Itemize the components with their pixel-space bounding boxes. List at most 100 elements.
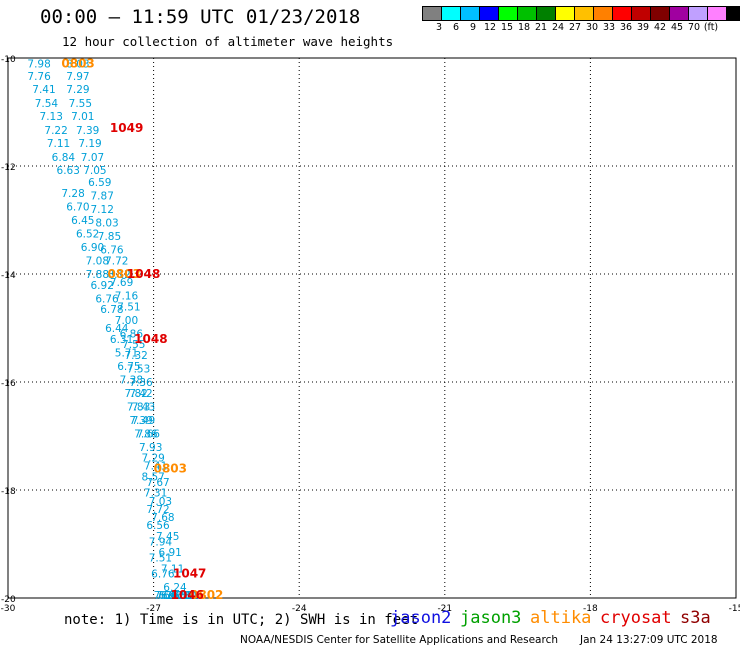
cryosat-swh-label: 1048 <box>127 267 160 281</box>
x-tick-label: -27 <box>146 604 161 614</box>
jason3-swh-label: 7.88 <box>86 269 109 281</box>
jason3-swh-label: 6.58 <box>163 590 186 602</box>
jason3-swh-label: 7.11 <box>47 138 70 150</box>
colorbar-label: 70 <box>687 22 701 33</box>
footer-timestamp: Jan 24 13:27:09 UTC 2018 <box>580 634 718 646</box>
cryosat-swh-label: 1047 <box>173 567 206 581</box>
jason3-swh-label: 7.39 <box>76 125 99 137</box>
jason3-swh-label: 6.45 <box>71 215 94 227</box>
jason3-swh-label: 7.00 <box>115 315 138 327</box>
jason3-swh-label: 6.56 <box>146 520 170 532</box>
jason3-swh-label: 6.96 <box>158 590 182 602</box>
colorbar-label: 21 <box>534 22 548 33</box>
colorbar <box>422 6 740 21</box>
jason3-swh-label: 8.03 <box>66 58 89 70</box>
jason3-swh-label: 7.87 <box>91 191 114 203</box>
jason3-swh-label: 6.91 <box>158 547 181 559</box>
altika-swh-label: 0803 <box>61 56 94 70</box>
jason3-swh-label: 6.76 <box>151 569 175 581</box>
jason3-swh-label: 7.01 <box>71 111 94 123</box>
jason3-swh-label: 6.52 <box>76 229 99 241</box>
jason3-swh-label: 7.39 <box>129 415 152 427</box>
jason3-swh-label: 5.71 <box>115 347 138 359</box>
jason3-swh-label: 7.51 <box>149 553 172 565</box>
legend-jason2: jason2 <box>390 608 452 628</box>
jason3-swh-label: 7.42 <box>129 388 152 400</box>
jason3-swh-label: 7.29 <box>141 453 164 465</box>
jason3-swh-label: 6.75 <box>117 361 140 373</box>
jason3-swh-label: 6.63 <box>57 165 80 177</box>
jason3-swh-label: 7.85 <box>98 231 121 243</box>
colorbar-label: 3 <box>435 22 443 33</box>
colorbar-label: 39 <box>636 22 650 33</box>
jason3-swh-label: 7.94 <box>149 536 173 548</box>
jason3-swh-label: 7.29 <box>66 84 89 96</box>
jason3-swh-label: 7.72 <box>105 256 128 268</box>
colorbar-label: 18 <box>517 22 531 33</box>
jason3-swh-label: 7.19 <box>78 138 101 150</box>
jason3-swh-label: 7.98 <box>27 58 50 70</box>
cryosat-swh-label: 1049 <box>110 121 143 135</box>
altika-swh-label: 0803 <box>107 267 140 281</box>
colorbar-label: 24 <box>551 22 565 33</box>
x-tick-label: -24 <box>292 604 307 614</box>
x-tick-label: -30 <box>1 604 16 614</box>
y-tick-label: -16 <box>1 379 16 389</box>
jason3-swh-label: 7.54 <box>35 98 59 110</box>
jason3-swh-label: 6.76 <box>100 245 124 257</box>
jason3-swh-label: 7.03 <box>149 496 172 508</box>
jason3-swh-label: 6.31 <box>110 334 133 346</box>
colorbar-label: 30 <box>585 22 599 33</box>
jason3-swh-label: 6.78 <box>100 304 123 316</box>
jason3-swh-label: 6.11 <box>175 590 198 602</box>
cryosat-swh-label: 1046 <box>171 588 204 602</box>
y-tick-label: -20 <box>1 595 16 605</box>
jason3-swh-label: 7.83 <box>127 401 150 413</box>
jason3-swh-label: 7.67 <box>146 477 169 489</box>
jason3-swh-label: 7.36 <box>129 377 153 389</box>
colorbar-label: 9 <box>469 22 477 33</box>
y-tick-label: -12 <box>1 163 16 173</box>
altika-swh-label: 0803 <box>154 461 187 475</box>
jason3-swh-label: 6.59 <box>88 177 111 189</box>
colorbar-swatch <box>726 6 740 21</box>
jason3-swh-label: 7.43 <box>132 401 155 413</box>
jason3-swh-label: 7.05 <box>83 165 106 177</box>
jason3-swh-label: 6.16 <box>168 590 192 602</box>
colorbar-label: 27 <box>568 22 582 33</box>
jason3-swh-label: 7.31 <box>144 488 167 500</box>
jason3-swh-label: 6.70 <box>66 202 89 214</box>
jason3-swh-label: 7.76 <box>27 71 51 83</box>
jason3-swh-label: 7.93 <box>139 442 162 454</box>
jason3-swh-label: 7.54 <box>154 590 178 602</box>
jason3-swh-label: 7.51 <box>117 301 140 313</box>
jason3-swh-label: 8.57 <box>141 472 164 484</box>
jason3-swh-label: 7.72 <box>146 504 169 516</box>
colorbar-label: (ft) <box>703 22 719 33</box>
jason3-swh-label: 6.84 <box>52 152 76 164</box>
colorbar-label: 15 <box>500 22 514 33</box>
jason3-swh-label: 7.38 <box>120 374 143 386</box>
jason3-swh-label: 7.41 <box>32 84 55 96</box>
jason3-swh-label: 6.92 <box>91 280 114 292</box>
jason3-swh-label: 6.86 <box>120 328 144 340</box>
jason3-swh-label: 8.12 <box>107 269 130 281</box>
legend-cryosat: cryosat <box>600 608 672 628</box>
jason3-swh-label: 7.13 <box>40 111 63 123</box>
x-tick-label: -15 <box>729 604 740 614</box>
colorbar-label: 12 <box>483 22 497 33</box>
jason3-swh-label: 7.49 <box>132 415 155 427</box>
jason3-swh-label: 6.24 <box>163 582 187 594</box>
jason3-swh-label: 6.90 <box>81 242 104 254</box>
colorbar-label: 45 <box>670 22 684 33</box>
jason3-swh-label: 7.82 <box>124 388 147 400</box>
plot-frame <box>7 57 737 599</box>
jason3-swh-label: 7.66 <box>137 428 161 440</box>
jason3-swh-label: 7.45 <box>156 531 179 543</box>
legend-s3a: s3a <box>680 608 711 628</box>
jason3-swh-label: 7.28 <box>61 188 84 200</box>
jason3-swh-label: 7.32 <box>124 350 147 362</box>
cryosat-swh-label: 1048 <box>134 332 167 346</box>
jason3-swh-label: 7.69 <box>110 277 133 289</box>
